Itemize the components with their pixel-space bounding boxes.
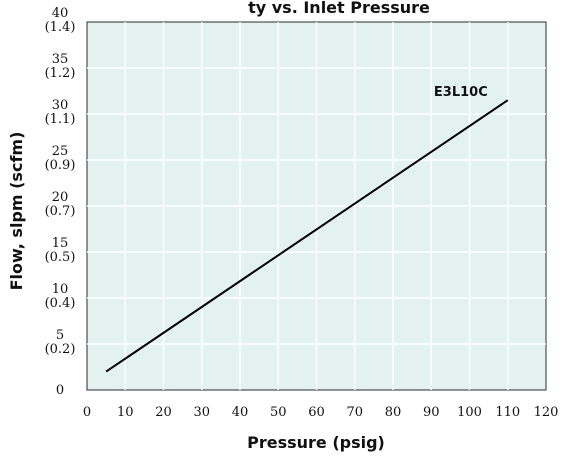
series-group: E3L10C xyxy=(105,85,509,373)
y-tick-label: 10 xyxy=(52,282,69,297)
x-tick-label: 40 xyxy=(232,405,249,420)
series-label: E3L10C xyxy=(434,85,488,100)
y-tick-label-scfm: (1.2) xyxy=(45,66,76,81)
x-tick-label: 110 xyxy=(495,405,520,420)
x-tick-label: 0 xyxy=(83,405,91,420)
y-tick-label: 0 xyxy=(56,383,64,398)
x-axis-title: Pressure (psig) xyxy=(247,433,385,452)
y-tick-label-scfm: (0.4) xyxy=(45,296,76,311)
x-tick-label: 20 xyxy=(155,405,172,420)
x-tick-label: 70 xyxy=(346,405,363,420)
y-tick-label: 15 xyxy=(52,236,69,251)
y-tick-label-scfm: (0.7) xyxy=(45,204,76,219)
x-tick-label: 100 xyxy=(457,405,482,420)
chart-title: ty vs. Inlet Pressure xyxy=(248,0,430,17)
y-tick-label-scfm: (0.9) xyxy=(45,158,76,173)
x-tick-label: 30 xyxy=(193,405,210,420)
grid-lines xyxy=(87,22,546,390)
series-line-e3l10c xyxy=(105,99,509,373)
x-tick-label: 120 xyxy=(534,405,559,420)
y-tick-label-scfm: (0.5) xyxy=(45,250,76,265)
y-tick-label-scfm: (1.1) xyxy=(45,112,76,127)
x-tick-label: 80 xyxy=(385,405,402,420)
y-tick-label-scfm: (1.4) xyxy=(45,20,76,35)
x-tick-label: 60 xyxy=(308,405,325,420)
y-axis-ticks: 05(0.2)10(0.4)15(0.5)20(0.7)25(0.9)30(1.… xyxy=(45,6,76,398)
y-tick-label: 30 xyxy=(52,98,69,113)
x-tick-label: 50 xyxy=(270,405,287,420)
y-tick-label: 5 xyxy=(56,328,64,343)
x-tick-label: 90 xyxy=(423,405,440,420)
y-axis-title: Flow, slpm (scfm) xyxy=(7,132,26,291)
x-tick-label: 10 xyxy=(117,405,134,420)
y-tick-label-scfm: (0.2) xyxy=(45,342,76,357)
y-tick-label: 35 xyxy=(52,52,69,67)
y-tick-label: 20 xyxy=(52,190,69,205)
y-tick-label: 25 xyxy=(52,144,69,159)
y-tick-label: 40 xyxy=(52,6,69,21)
x-axis-ticks: 0 10 20 30 40 50 60 70 80 90 100 110 120 xyxy=(83,405,559,420)
